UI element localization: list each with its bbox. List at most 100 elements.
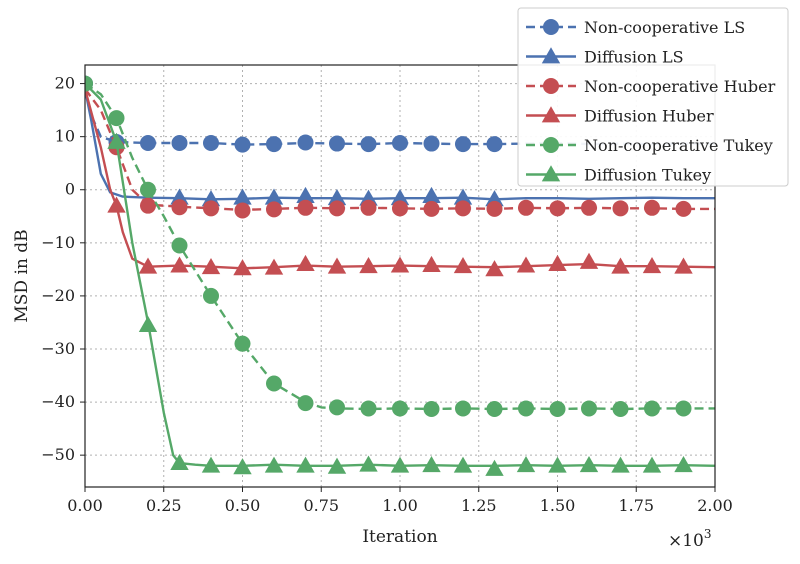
data-point-circle [234, 136, 251, 153]
legend-marker [541, 47, 561, 64]
data-point-triangle [296, 254, 315, 271]
data-point-circle [203, 287, 219, 304]
data-point-triangle [233, 259, 252, 276]
data-point-triangle [327, 189, 347, 206]
y-tick-label: −20 [41, 286, 75, 305]
series-line [85, 88, 715, 201]
x-tick-label: 0.50 [225, 496, 261, 515]
data-point-triangle [327, 257, 347, 274]
data-point-triangle [485, 260, 504, 277]
data-point-circle [581, 199, 597, 216]
data-point-circle [108, 110, 125, 127]
legend: Non-cooperative LS Diffusion LS Non-cooper… [517, 7, 789, 187]
y-axis-label: MSD in dB [12, 229, 32, 322]
data-point-triangle [107, 132, 126, 149]
x-tick-label: 2.00 [697, 496, 733, 515]
data-point-triangle [327, 457, 347, 474]
data-point-circle [234, 335, 251, 352]
data-point-circle [581, 400, 597, 417]
data-point-triangle [642, 456, 662, 473]
series-group [85, 82, 715, 476]
data-point-circle [423, 200, 440, 217]
data-point-triangle [138, 257, 158, 274]
data-point-triangle [296, 186, 315, 204]
tick-layer: 0.00 0.25 0.50 0.75 1.00 1.25 1.50 1.75 2.00 20 10… [41, 74, 733, 515]
data-point-circle [518, 400, 534, 417]
data-point-triangle [107, 196, 126, 213]
data-point-triangle [422, 456, 441, 473]
data-point-circle [297, 199, 314, 216]
data-point-triangle [170, 453, 189, 471]
series-group [85, 88, 715, 207]
data-point-triangle [674, 257, 693, 274]
x-tick-label: 0.00 [67, 496, 103, 515]
data-point-circle [266, 201, 282, 218]
data-point-circle [486, 136, 503, 153]
data-point-triangle [548, 254, 567, 271]
data-point-triangle [611, 257, 630, 274]
data-point-triangle [264, 188, 284, 205]
data-point-triangle [296, 456, 315, 473]
legend-label: Non-cooperative Huber [584, 77, 776, 96]
data-point-triangle [170, 188, 189, 205]
data-point-circle [360, 400, 377, 417]
data-point-circle [518, 199, 534, 216]
x-multiplier-base: ×10 [668, 531, 704, 551]
data-point-circle [423, 400, 440, 417]
data-point-triangle [201, 258, 221, 275]
data-point-circle [360, 199, 377, 216]
data-point-circle [329, 399, 345, 416]
legend-label: Diffusion LS [584, 48, 684, 67]
data-point-circle [455, 136, 471, 153]
data-point-circle [360, 136, 377, 153]
y-tick-label: 0 [65, 180, 75, 199]
data-point-triangle [485, 459, 504, 476]
data-point-circle [644, 199, 660, 216]
data-point-triangle [201, 456, 221, 473]
data-point-triangle [453, 456, 473, 473]
data-point-triangle [359, 256, 378, 274]
data-point-circle [297, 134, 314, 151]
data-point-triangle [138, 315, 158, 333]
series-group [85, 88, 715, 277]
y-tick-label: −50 [41, 445, 75, 464]
legend-box [517, 7, 789, 187]
data-point-circle [171, 135, 188, 152]
y-tick-label: −40 [41, 392, 75, 411]
x-axis-multiplier: ×103 [668, 527, 712, 551]
data-point-circle [171, 237, 188, 254]
data-point-circle [234, 202, 251, 219]
data-point-triangle [453, 188, 473, 205]
data-point-triangle [485, 190, 504, 207]
x-axis-label: Iteration [362, 527, 437, 547]
grid-layer [84, 65, 716, 487]
data-point-circle [675, 400, 692, 417]
data-point-circle [486, 200, 503, 217]
legend-label: Non-cooperative LS [584, 18, 745, 37]
legend-label: Diffusion Tukey [584, 166, 711, 185]
data-point-triangle [516, 456, 536, 473]
legend-marker [541, 165, 561, 182]
x-tick-label: 1.50 [540, 496, 576, 515]
data-point-triangle [359, 455, 378, 472]
data-point-triangle [390, 256, 410, 273]
data-point-triangle [422, 186, 441, 204]
y-tick-label: −10 [41, 233, 75, 252]
data-point-triangle [674, 456, 693, 473]
y-tick-label: −30 [41, 339, 75, 358]
y-tick-label: 20 [55, 74, 75, 93]
data-point-circle [612, 200, 629, 217]
data-point-triangle [264, 258, 284, 275]
data-point-circle [486, 400, 503, 417]
data-point-circle [203, 135, 219, 152]
x-tick-label: 1.75 [618, 496, 654, 515]
data-point-circle [266, 375, 282, 392]
data-point-circle [455, 400, 471, 417]
data-point-triangle [422, 255, 441, 273]
data-point-triangle [233, 188, 252, 205]
legend-marker [543, 137, 559, 153]
data-point-triangle [264, 456, 284, 473]
legend-label: Non-cooperative Tukey [584, 136, 773, 155]
data-point-triangle [579, 456, 599, 473]
